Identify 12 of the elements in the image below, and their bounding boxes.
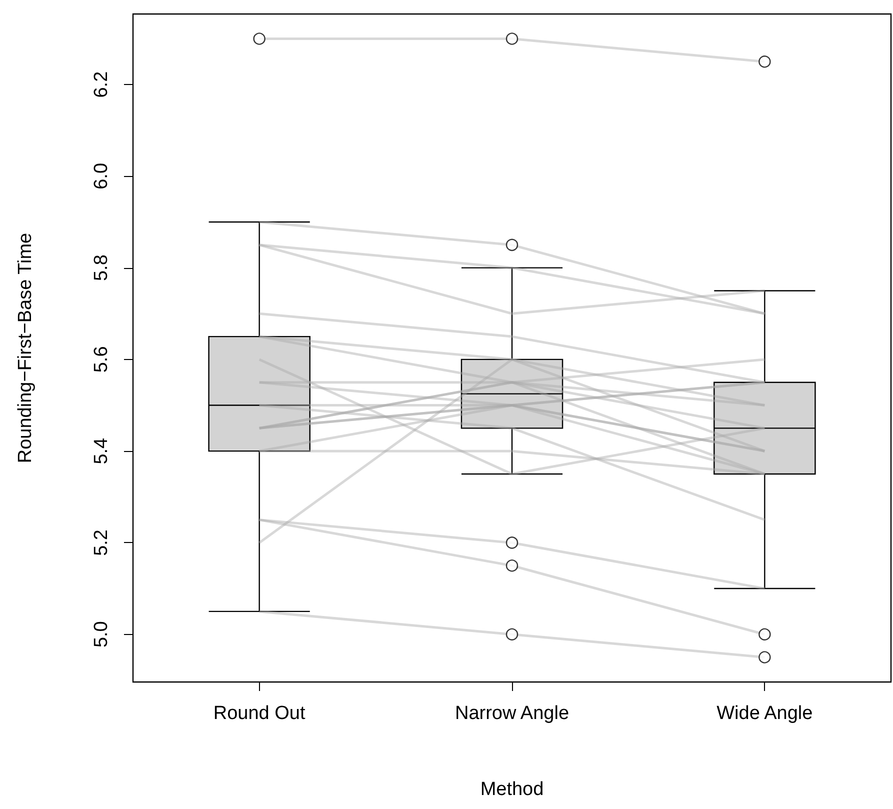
x-tick-label: Wide Angle	[716, 703, 813, 724]
y-tick-label: 6.0	[91, 162, 112, 190]
y-tick-label: 5.4	[91, 437, 112, 464]
x-tick-label: Narrow Angle	[454, 703, 570, 724]
y-tick-label: 5.0	[91, 621, 112, 648]
y-tick-label: 5.8	[91, 254, 112, 282]
y-tick-label: 5.6	[91, 346, 112, 373]
y-tick-label: 5.2	[91, 530, 112, 556]
x-tick-label: Round Out	[213, 703, 306, 724]
y-tick-label: 6.2	[91, 71, 112, 98]
x-axis-title: Method	[480, 779, 544, 800]
y-axis-title: Rounding−First−Base Time	[15, 232, 36, 464]
